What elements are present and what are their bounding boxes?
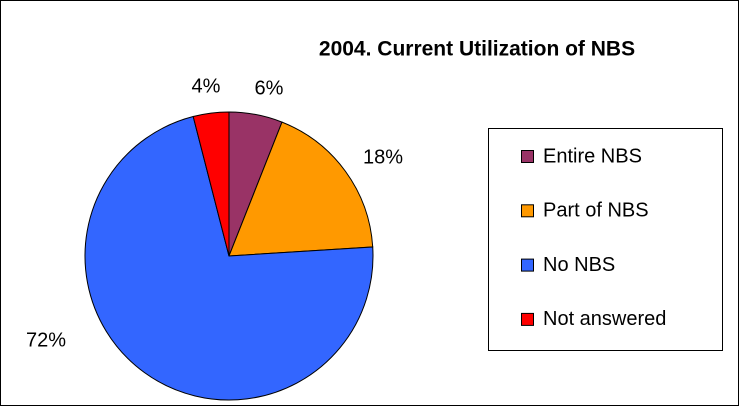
chart-title: 2004. Current Utilization of NBS [319, 38, 635, 61]
data-label: 6% [255, 77, 284, 99]
legend-swatch [521, 204, 534, 218]
pie-slice [192, 111, 230, 257]
legend-label: Part of NBS [543, 200, 649, 222]
legend-swatch [521, 312, 534, 326]
legend-label: Not answered [543, 308, 666, 330]
legend-swatch [521, 150, 534, 163]
legend-label: No NBS [543, 254, 615, 276]
legend-swatch [521, 258, 534, 272]
legend-label: Entire NBS [543, 145, 642, 167]
data-label: 72% [26, 329, 66, 351]
pie-slice [84, 115, 374, 401]
data-label: 18% [363, 146, 403, 168]
pie-slice [228, 121, 374, 257]
data-label: 4% [192, 75, 221, 97]
